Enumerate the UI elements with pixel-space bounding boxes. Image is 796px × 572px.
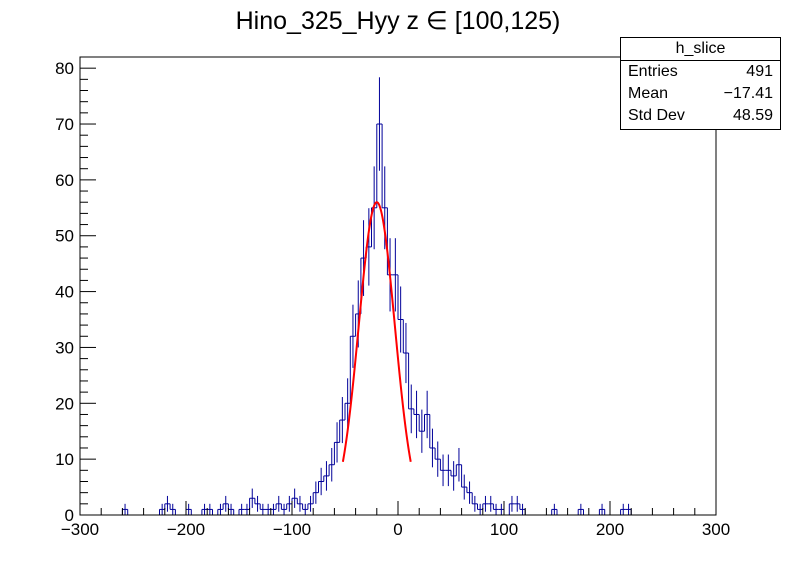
histogram-bin [445,454,451,487]
histogram-bin [313,481,319,504]
stats-row-entries: Entries 491 [621,61,780,83]
histogram-bin [329,447,335,482]
y-tick-label: 40 [55,283,74,302]
histogram-bin [228,503,234,515]
histogram-bin [498,503,504,515]
histogram-bin [435,441,441,477]
histogram-bin [551,503,557,515]
histogram-bars [121,77,632,515]
histogram-bin [493,503,499,515]
gaussian-fit-curve [341,201,412,462]
histogram-bin [159,503,165,515]
histogram-bin [620,503,626,515]
x-tick-label: −300 [61,520,99,539]
histogram-bin [281,503,287,515]
y-tick-label: 10 [55,450,74,469]
histogram-bin [122,503,128,515]
histogram-bin [223,495,229,512]
y-tick-label: 70 [55,115,74,134]
histogram-bin [323,461,330,491]
histogram-bin [472,495,478,512]
histogram-bin [419,409,425,453]
stats-value: 491 [746,63,773,80]
histogram-bin [292,488,298,508]
histogram-bin [164,495,171,512]
histogram-bin [482,495,489,512]
histogram-bin [297,495,303,512]
histogram-bin [207,503,213,515]
histogram-bin [345,378,351,429]
histogram-bin [254,495,261,512]
x-tick-label: −100 [273,520,311,539]
histogram-bin [429,428,436,468]
histogram-bin [334,422,340,463]
x-tick-label: 100 [490,520,518,539]
histogram-bin [413,390,420,439]
stats-value: −17.41 [723,85,773,102]
histogram-bin [488,495,494,512]
histogram-bin [599,503,605,515]
histogram-bin [286,495,292,512]
stats-row-stddev: Std Dev 48.59 [621,105,780,127]
histogram-bin [456,447,462,482]
y-tick-label: 60 [55,171,74,190]
histogram-outline [121,124,632,515]
histogram-bin [339,397,345,444]
histogram-bin [466,481,473,504]
histogram-bin [276,495,282,512]
histogram-bin [307,495,314,512]
y-tick-label: 20 [55,394,74,413]
y-tick-label: 80 [55,59,74,78]
stats-label: Std Dev [628,107,685,124]
histogram-bin [451,461,457,491]
histogram-bin [217,503,224,515]
histogram-bin [265,503,271,515]
histogram-bin [270,503,277,515]
x-tick-label: 300 [702,520,730,539]
stats-value: 48.59 [732,107,773,124]
histogram-bin [260,503,266,515]
histogram-bin [186,503,192,515]
stats-row-mean: Mean −17.41 [621,83,780,105]
fit-curve-layer [341,201,412,462]
histogram-bin [403,322,409,384]
histogram-bin [170,503,176,515]
histogram-bin [408,384,414,434]
x-tick-label: 200 [596,520,624,539]
y-tick-label: 0 [65,506,74,525]
histogram-bin [625,503,632,515]
histogram-bin [302,503,308,515]
histogram-bin [578,503,584,515]
x-tick-label: 0 [393,520,402,539]
histogram-bin [514,495,520,512]
histogram-bin [201,503,208,515]
histogram-bin [424,390,430,439]
histogram-bin [477,503,483,515]
histogram-bin [398,286,404,353]
plot-title: Hino_325_Hyy z ∈ [100,125) [235,7,561,35]
stats-box-name: h_slice [621,38,780,61]
histogram-bin [519,503,526,515]
axes: −300 −200 −100 0 100 200 300 0 10 20 30 40 50 60 70 80 [55,56,730,539]
stats-box: h_slice Entries 491 Mean −17.41 Std Dev … [620,37,781,130]
histogram-bin [392,238,398,312]
histogram-bin [376,77,383,171]
y-tick-label: 50 [55,227,74,246]
x-tick-label: −200 [167,520,205,539]
histogram-bin [249,488,255,508]
histogram-bin [440,454,446,487]
stats-label: Mean [628,85,669,102]
y-tick-label: 30 [55,338,74,357]
histogram-bin [509,495,515,512]
histogram-bin [461,474,467,500]
histogram-bin [350,304,356,368]
histogram-bin [318,467,324,496]
stats-label: Entries [628,63,678,80]
histogram-bin [239,503,245,515]
histogram-bin [244,503,250,515]
